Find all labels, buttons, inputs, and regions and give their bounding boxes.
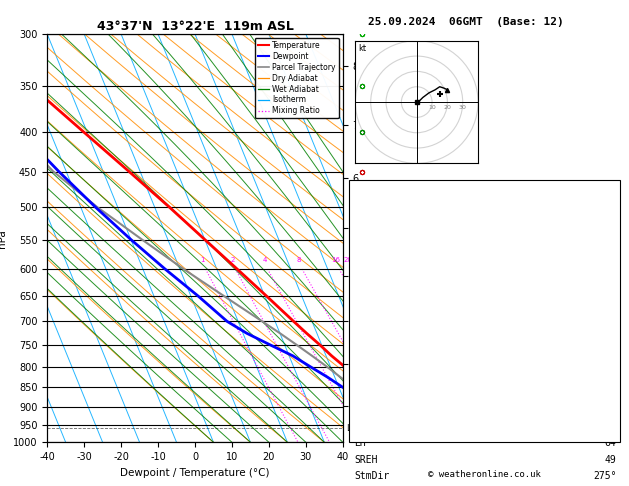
Text: CAPE (J): CAPE (J)	[354, 306, 401, 316]
Text: kt: kt	[359, 44, 367, 53]
Text: 14.7: 14.7	[593, 257, 616, 267]
Text: θₑ (K): θₑ (K)	[354, 364, 389, 374]
Text: 194: 194	[599, 306, 616, 316]
Text: Lifted Index: Lifted Index	[354, 381, 425, 391]
Text: Pressure (mb): Pressure (mb)	[354, 347, 430, 358]
Legend: Temperature, Dewpoint, Parcel Trajectory, Dry Adiabat, Wet Adiabat, Isotherm, Mi: Temperature, Dewpoint, Parcel Trajectory…	[255, 38, 339, 119]
Text: -0: -0	[604, 290, 616, 300]
Text: 20: 20	[344, 258, 353, 263]
Text: 321: 321	[599, 273, 616, 283]
Text: 2.64: 2.64	[593, 215, 616, 226]
Text: 2: 2	[230, 258, 235, 263]
Text: Lifted Index: Lifted Index	[354, 290, 425, 300]
Text: CAPE (J): CAPE (J)	[354, 397, 401, 407]
Text: 18.6: 18.6	[593, 240, 616, 250]
Text: 321: 321	[599, 364, 616, 374]
Text: 48: 48	[604, 199, 616, 209]
Title: 43°37'N  13°22'E  119m ASL: 43°37'N 13°22'E 119m ASL	[97, 20, 293, 33]
Text: 275°: 275°	[593, 471, 616, 482]
Text: 25: 25	[357, 258, 365, 263]
Y-axis label: hPa: hPa	[0, 229, 8, 247]
Y-axis label: km
ASL: km ASL	[362, 229, 383, 247]
Text: CIN (J): CIN (J)	[354, 414, 395, 424]
Text: © weatheronline.co.uk: © weatheronline.co.uk	[428, 469, 541, 479]
Text: -0: -0	[604, 381, 616, 391]
Text: 31: 31	[604, 182, 616, 192]
Text: StmDir: StmDir	[354, 471, 389, 482]
Text: 1000: 1000	[593, 347, 616, 358]
Text: EH: EH	[354, 438, 366, 449]
Text: 64: 64	[604, 438, 616, 449]
X-axis label: Dewpoint / Temperature (°C): Dewpoint / Temperature (°C)	[120, 468, 270, 478]
Text: Surface: Surface	[464, 224, 505, 234]
Text: 10: 10	[428, 105, 436, 110]
Text: Hodograph: Hodograph	[458, 422, 511, 432]
Text: 49: 49	[604, 455, 616, 465]
Text: PW (cm): PW (cm)	[354, 215, 395, 226]
Text: Mixing Ratio (g/kg): Mixing Ratio (g/kg)	[367, 198, 376, 278]
Text: 8: 8	[297, 258, 301, 263]
Text: 1: 1	[200, 258, 205, 263]
Text: 4: 4	[262, 258, 267, 263]
Text: SREH: SREH	[354, 455, 377, 465]
Text: 25.09.2024  06GMT  (Base: 12): 25.09.2024 06GMT (Base: 12)	[367, 17, 564, 27]
Text: 30: 30	[459, 105, 467, 110]
Text: θₑ(K): θₑ(K)	[354, 273, 384, 283]
Text: CIN (J): CIN (J)	[354, 323, 395, 333]
Text: LCL: LCL	[346, 424, 361, 433]
Text: Most Unstable: Most Unstable	[446, 331, 523, 341]
Text: 194: 194	[599, 397, 616, 407]
Text: Temp (°C): Temp (°C)	[354, 240, 407, 250]
Text: 16: 16	[331, 258, 340, 263]
Text: 20: 20	[443, 105, 452, 110]
Text: K: K	[354, 182, 360, 192]
Text: 86: 86	[604, 323, 616, 333]
Text: Totals Totals: Totals Totals	[354, 199, 430, 209]
Text: Dewp (°C): Dewp (°C)	[354, 257, 407, 267]
Text: 86: 86	[604, 414, 616, 424]
